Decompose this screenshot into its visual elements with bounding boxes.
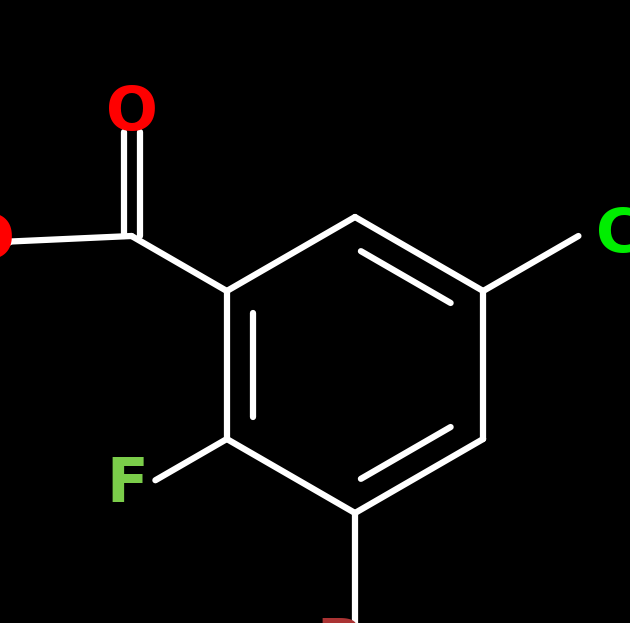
- Text: Cl: Cl: [597, 206, 630, 265]
- Text: O: O: [106, 84, 158, 143]
- Text: Br: Br: [317, 616, 393, 623]
- Text: O: O: [0, 212, 14, 271]
- Text: F: F: [106, 456, 148, 515]
